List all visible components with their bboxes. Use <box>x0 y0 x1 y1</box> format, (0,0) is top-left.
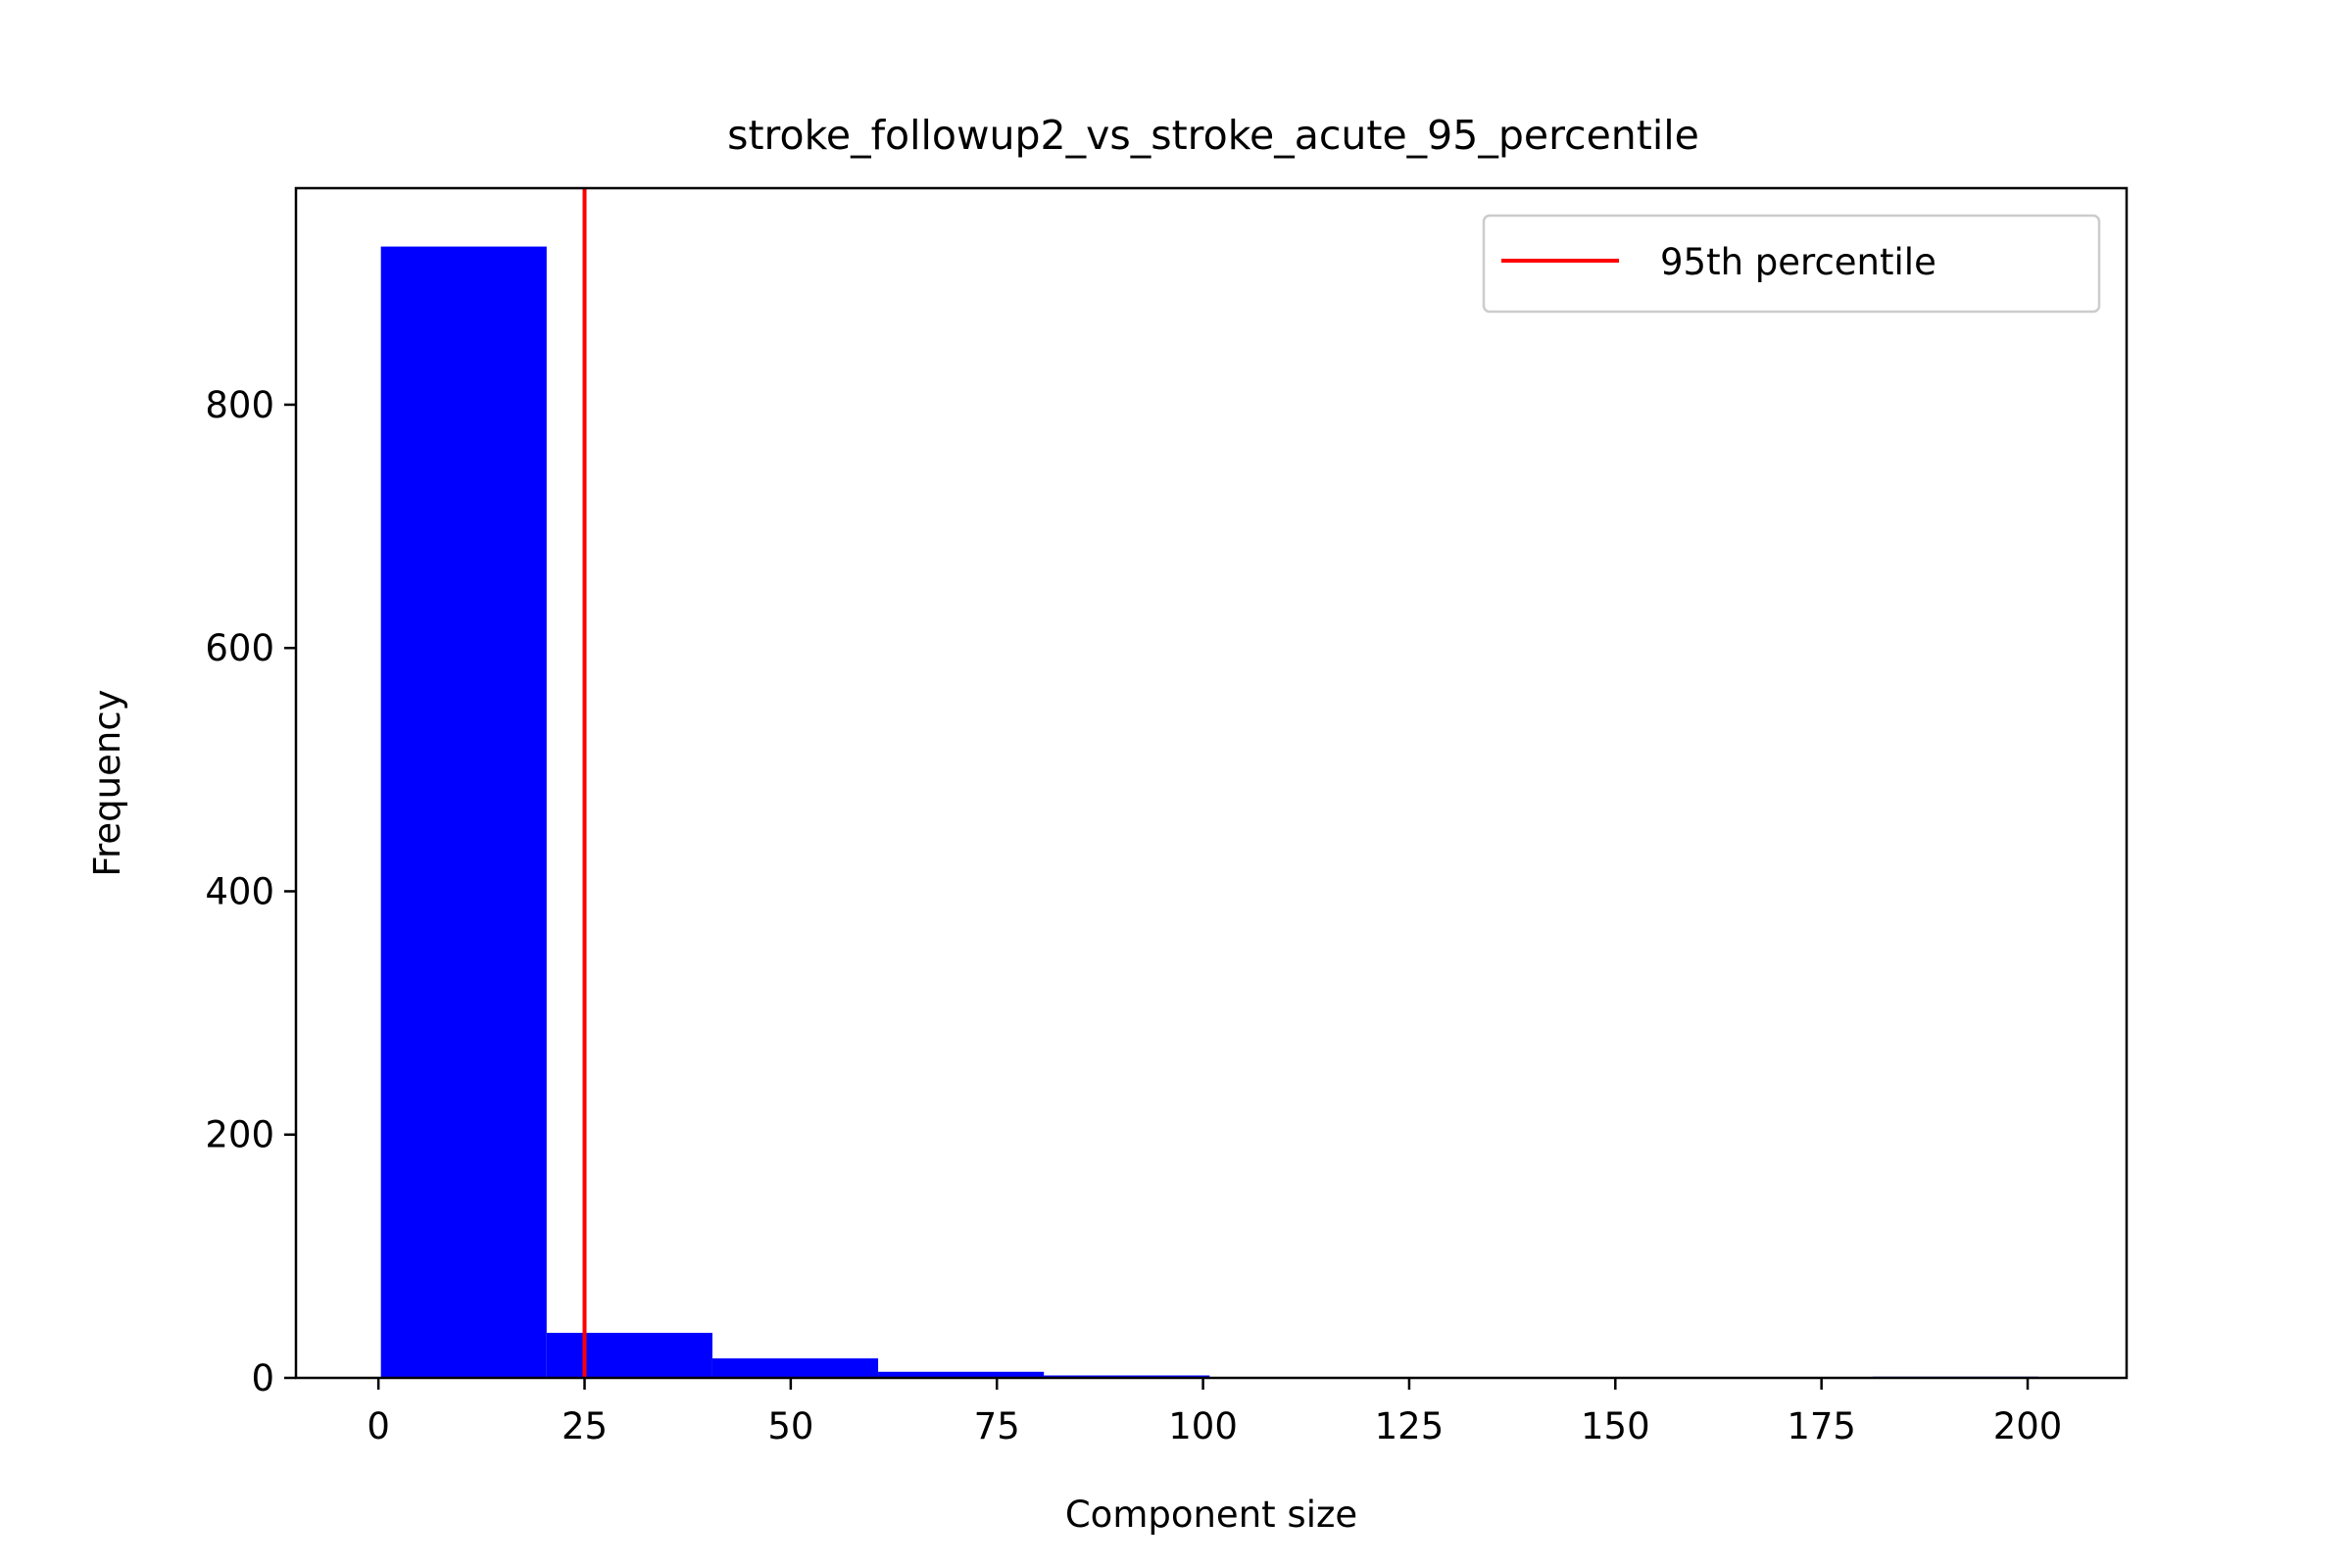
x-axis-ticks: 0 25 50 75 100 125 150 175 200 <box>367 1378 2062 1447</box>
histogram-bar-0 <box>380 246 547 1379</box>
legend-box <box>1482 214 2101 314</box>
legend: 95th percentile <box>1482 214 2101 314</box>
histogram-bar-1 <box>546 1333 712 1378</box>
y-tick-label: 400 <box>205 870 274 912</box>
x-axis-label: Component size <box>1065 1494 1357 1536</box>
x-tick-label: 150 <box>1581 1405 1650 1447</box>
x-tick-label: 125 <box>1375 1405 1445 1447</box>
x-tick-label: 175 <box>1787 1405 1856 1447</box>
x-tick-label: 50 <box>767 1405 813 1447</box>
bars-group <box>380 246 2038 1379</box>
histogram-bar-2 <box>711 1358 879 1378</box>
y-tick-label: 600 <box>205 627 274 669</box>
y-axis-label: Frequency <box>86 689 128 876</box>
x-tick-label: 100 <box>1168 1405 1238 1447</box>
y-tick-label: 200 <box>205 1114 274 1156</box>
chart-title: stroke_followup2_vs_stroke_acute_95_perc… <box>727 112 1699 159</box>
y-tick-label: 0 <box>251 1357 274 1399</box>
x-tick-label: 75 <box>974 1405 1020 1447</box>
plot-frame <box>294 186 2129 1380</box>
legend-label: 95th percentile <box>1660 241 1936 283</box>
x-tick-label: 0 <box>367 1405 390 1447</box>
y-axis-ticks: 0 200 400 600 800 <box>205 384 296 1399</box>
y-tick-label: 800 <box>205 384 274 426</box>
x-tick-label: 25 <box>562 1405 608 1447</box>
histogram-bar-3 <box>878 1371 1045 1378</box>
x-tick-label: 200 <box>1993 1405 2063 1447</box>
